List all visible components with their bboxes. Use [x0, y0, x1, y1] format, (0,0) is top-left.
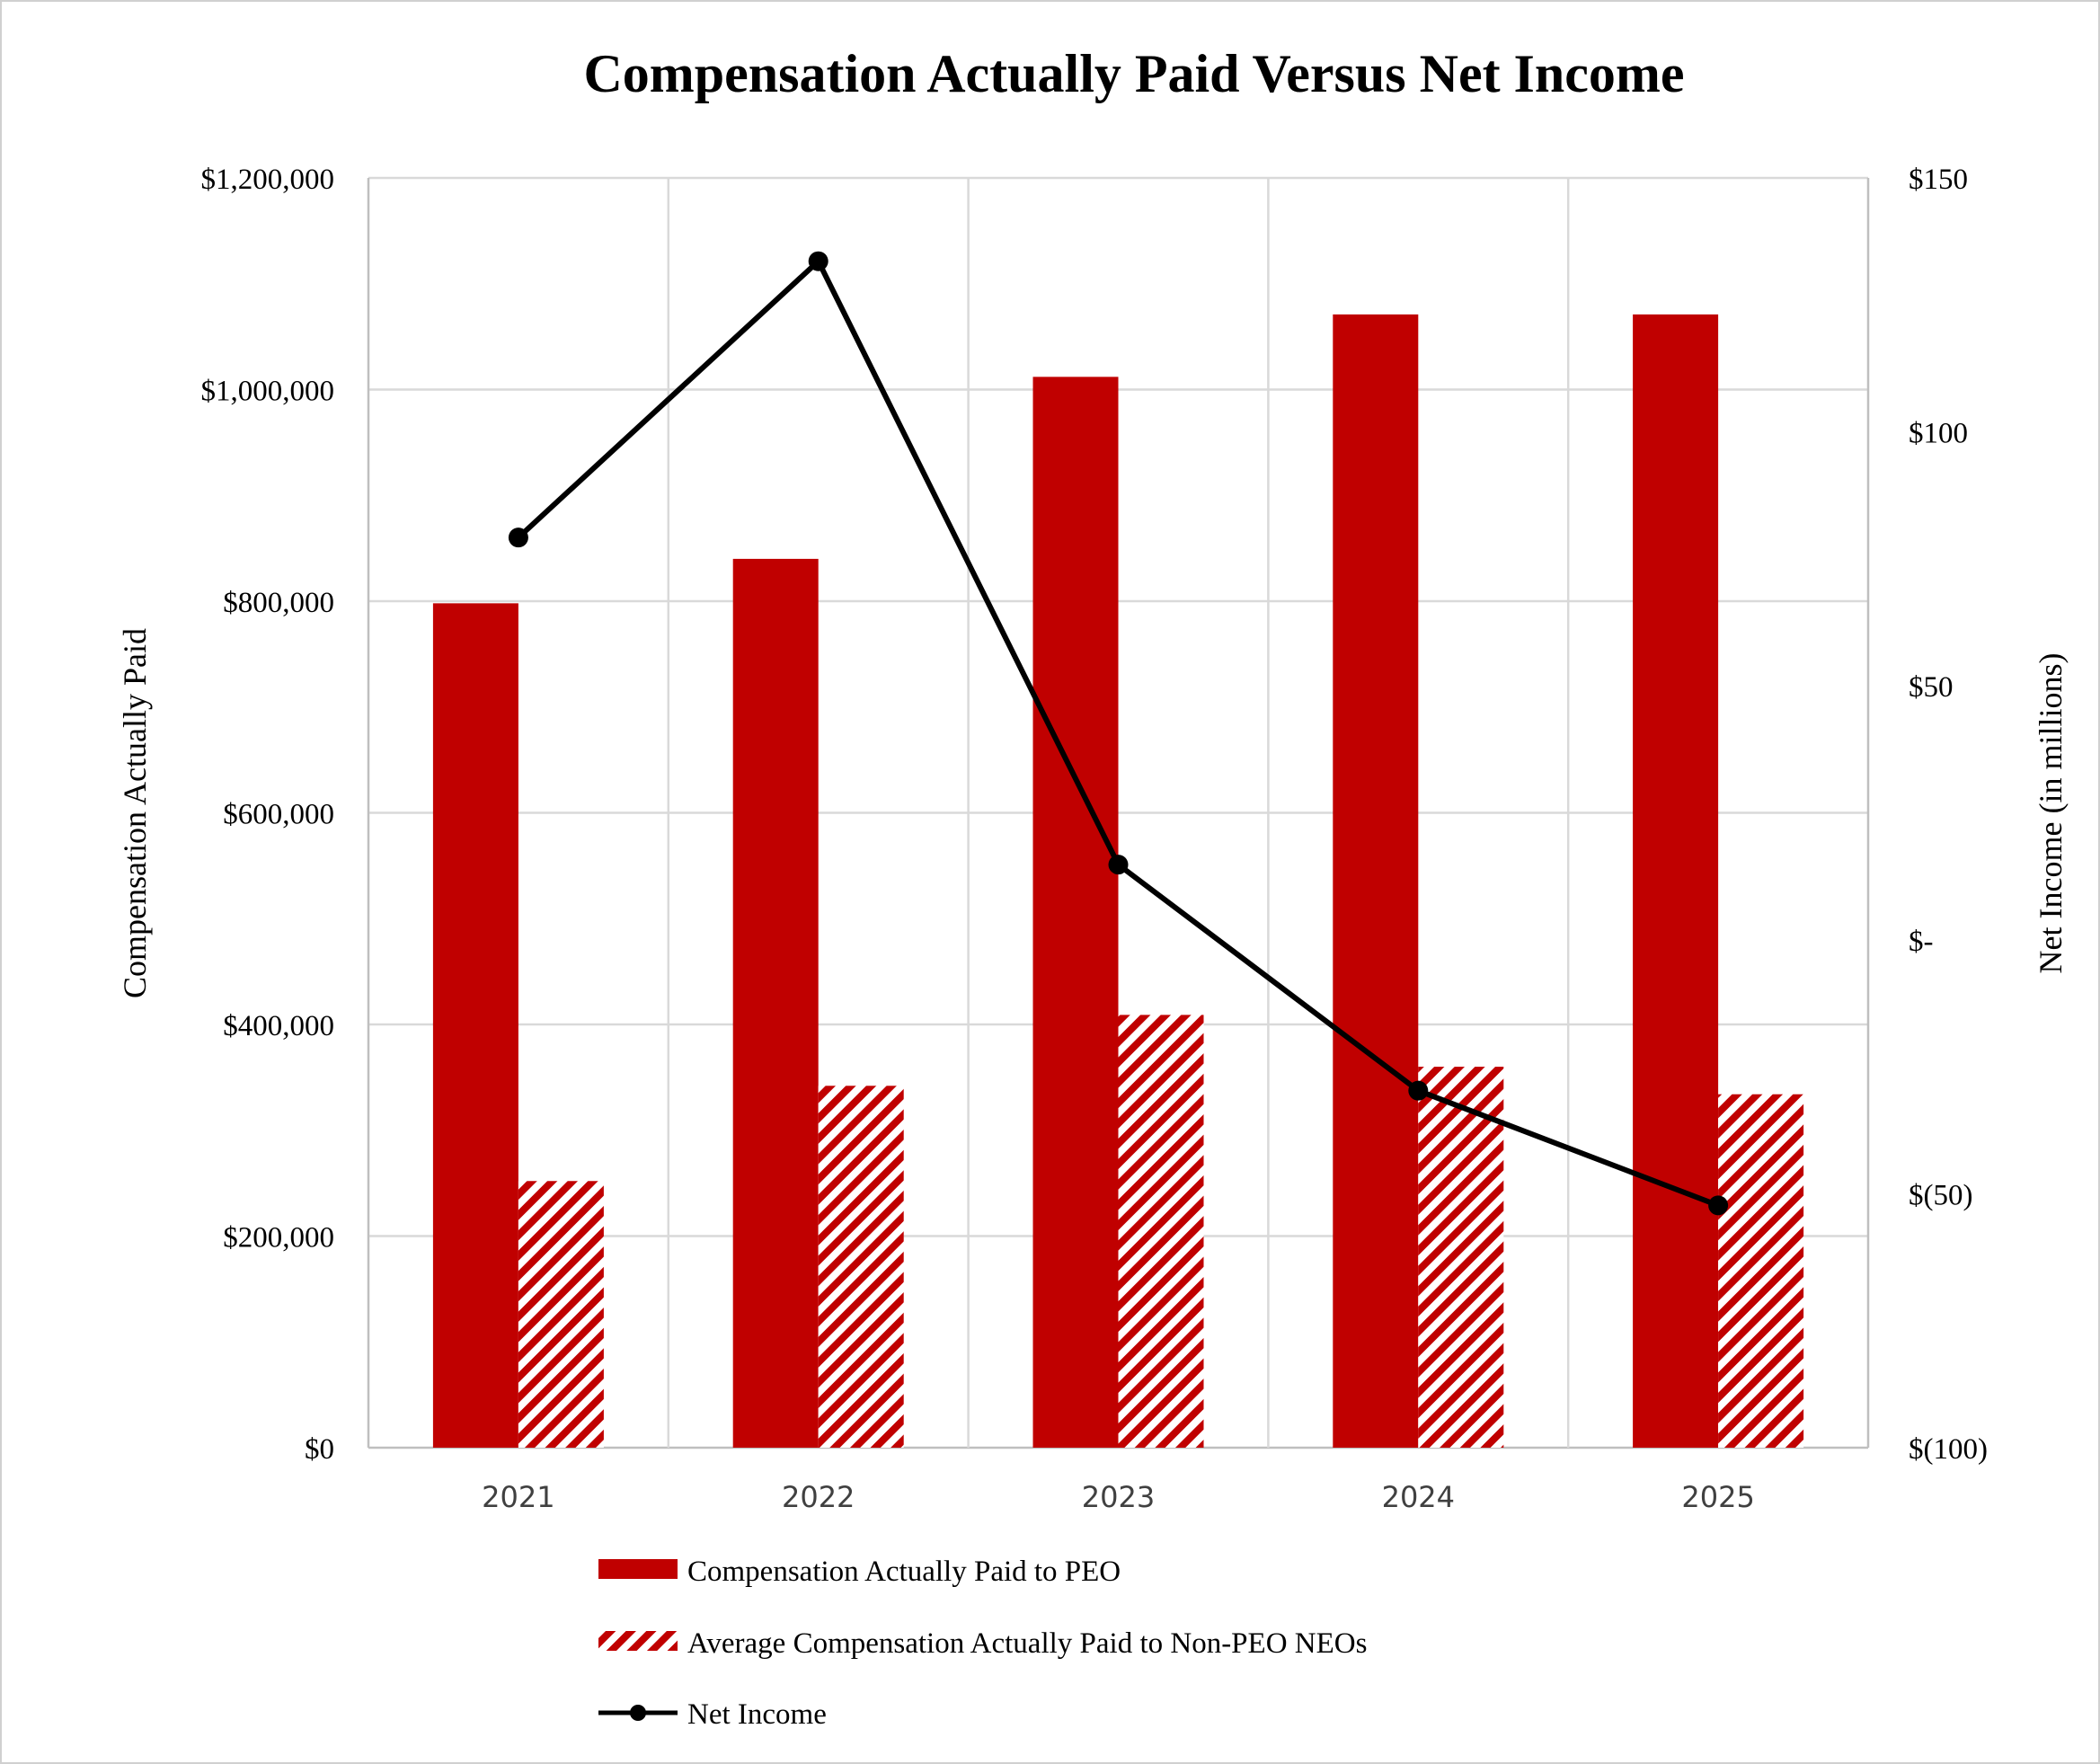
y-tick-left-label: $1,200,000 — [201, 164, 335, 196]
y-tick-right-label: $- — [1909, 926, 1934, 958]
y-tick-left-label: $200,000 — [223, 1222, 334, 1254]
y-tick-right-label: $50 — [1909, 671, 1954, 704]
y-tick-right-label: $150 — [1909, 164, 1968, 196]
y-tick-left-label: $800,000 — [223, 587, 334, 619]
y-tick-left-label: $600,000 — [223, 799, 334, 831]
x-tick-label: 2021 — [482, 1480, 554, 1514]
bar-peo-2022 — [732, 558, 819, 1448]
bar-non-peo-2022 — [818, 1086, 904, 1448]
x-tick-label: 2024 — [1382, 1480, 1455, 1514]
bar-non-peo-2023 — [1118, 1015, 1204, 1448]
bar-non-peo-2024 — [1418, 1067, 1504, 1448]
x-tick-label: 2022 — [782, 1480, 855, 1514]
bar-peo-2024 — [1333, 314, 1419, 1449]
net-income-point-2022 — [808, 251, 828, 271]
y-axis-right-label: Net Income (in millions) — [2033, 653, 2069, 974]
bar-non-peo-2021 — [518, 1181, 604, 1448]
chart-title: Compensation Actually Paid Versus Net In… — [583, 44, 1684, 103]
x-tick-label: 2025 — [1681, 1480, 1754, 1514]
y-tick-left-label: $0 — [305, 1433, 334, 1466]
legend-label-peo: Compensation Actually Paid to PEO — [687, 1556, 1121, 1588]
legend-label-net-income: Net Income — [687, 1698, 827, 1731]
y-tick-right-label: $100 — [1909, 418, 1968, 450]
legend-swatch-peo — [598, 1559, 678, 1579]
y-tick-right-label: $(100) — [1909, 1433, 1988, 1466]
x-tick-label: 2023 — [1082, 1480, 1155, 1514]
net-income-point-2023 — [1108, 855, 1129, 875]
bar-peo-2021 — [432, 603, 518, 1448]
net-income-point-2024 — [1408, 1080, 1429, 1101]
net-income-point-2025 — [1708, 1195, 1729, 1216]
legend-marker-net-income — [630, 1705, 646, 1721]
y-tick-left-label: $1,000,000 — [201, 376, 335, 408]
legend-swatch-non-peo — [598, 1631, 678, 1651]
bar-non-peo-2025 — [1718, 1094, 1804, 1448]
y-axis-left-label: Compensation Actually Paid — [117, 628, 153, 998]
y-tick-right-label: $(50) — [1909, 1179, 1972, 1211]
legend-label-non-peo: Average Compensation Actually Paid to No… — [687, 1627, 1367, 1660]
legend: Compensation Actually Paid to PEO Averag… — [598, 1556, 1367, 1731]
y-tick-left-label: $400,000 — [223, 1010, 334, 1042]
bar-peo-2023 — [1032, 377, 1119, 1448]
bar-peo-2025 — [1633, 314, 1719, 1449]
net-income-point-2021 — [508, 527, 528, 548]
